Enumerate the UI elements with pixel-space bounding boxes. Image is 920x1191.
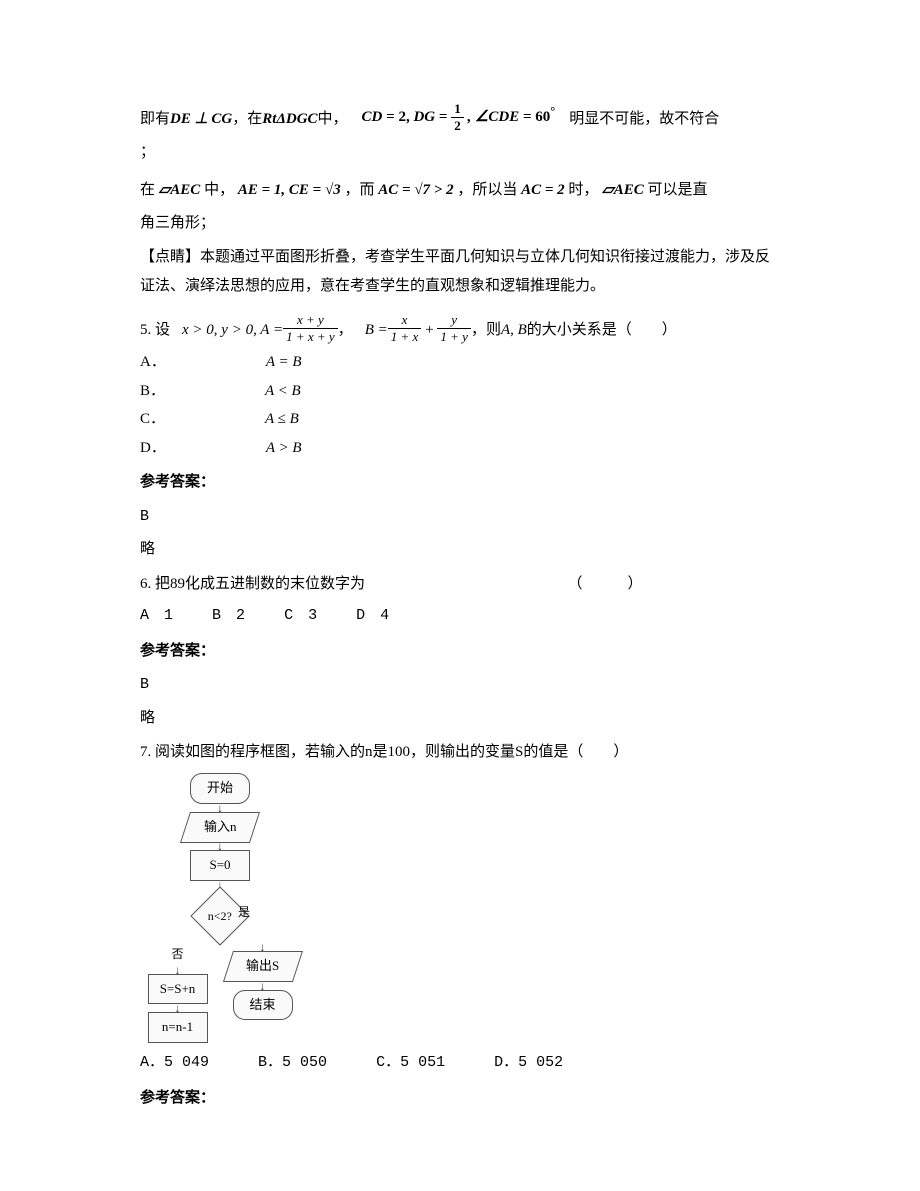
frac-B2: y 1 + y [437,312,471,344]
q5-optB: B．A < B [140,377,401,406]
q6-optD: D 4 [356,607,389,624]
fc-input: 输入n [180,812,260,843]
q5-prefix: 5. 设 [140,316,170,345]
q7-stem: 7. 阅读如图的程序框图，若输入的n是100，则输出的变量S的值是（ ） [140,738,780,767]
q5-optC: C．A ≤ B [140,405,399,434]
root7: √7 [414,182,430,198]
semicolon-line: ； [140,138,780,167]
flowchart: 开始 ↓ 输入n ↓ S=0 ↓ n<2? 是 否 ↓ S=S+n ↓ n=n-… [140,773,300,1043]
q6-options: A 1 B 2 C 3 D 4 [140,602,780,631]
big-equation: CD = 2, DG = 1 2 , ∠CDE = 60° [362,100,556,134]
fc-s-step: S=S+n [148,974,208,1005]
q7-optA: A．5 049 [140,1049,209,1078]
q7-optC: C．5 051 [376,1049,445,1078]
q5-answer: B [140,503,780,532]
q7-optD: D．5 052 [494,1049,563,1078]
eq-de-cg: DE ⊥ CG [170,105,232,134]
eq-ae: AE = 1, [238,182,285,198]
frac-B1: x 1 + x [388,312,422,344]
q6-answer: B [140,671,780,700]
text: 即有 [140,105,170,134]
eq-aec: ▱AEC [159,182,201,198]
q7-optB: B．5 050 [258,1049,327,1078]
eq-ce: CE = [289,182,321,198]
root3: √3 [325,182,341,198]
eq-ac2: AC = 2 [521,182,565,198]
fc-init: S=0 [190,850,250,881]
q6-optA: A 1 [140,607,173,624]
dianjing: 【点睛】本题通过平面图形折叠，考查学生平面几何知识与立体几何知识衔接过渡能力，涉… [140,243,780,300]
fc-start: 开始 [190,773,250,804]
q5-optA: A．A = B [140,348,402,377]
text: 明显不可能，故不符合 [569,105,719,134]
q7-options: A．5 049 B．5 050 C．5 051 D．5 052 [140,1049,780,1078]
para-2b: 角三角形； [140,209,780,238]
fc-n-step: n=n-1 [148,1012,208,1043]
q7-answer-label: 参考答案： [140,1084,780,1113]
q5-options: A．A = B B．A < B C．A ≤ B D．A > B [140,348,780,462]
fc-yes-label: 是 [238,901,250,924]
q6-answer-label: 参考答案： [140,637,780,666]
frac-A: x + y 1 + x + y [283,312,338,344]
eq-ac: AC = [378,182,410,198]
eq-rtdgc: RtΔDGC [262,105,317,134]
q5-note: 略 [140,535,780,564]
q6-note: 略 [140,704,780,733]
q5-optD: D．A > B [140,434,402,463]
text: 中， [318,105,348,134]
q5-cond: x > 0, y > 0, A = [182,316,283,345]
q6-optB: B 2 [212,607,245,624]
q5-AB: A, B [501,316,527,345]
q5-B: B = [365,316,388,345]
text: ，在 [232,105,262,134]
fc-output: 输出S [223,951,303,982]
q5-answer-label: 参考答案： [140,468,780,497]
gt2: > 2 [434,182,454,198]
para-2: 在 ▱AEC 中， AE = 1, CE = √3 ，而 AC = √7 > 2… [140,176,780,205]
eq-aec2: ▱AEC [602,182,644,198]
q6-optC: C 3 [284,607,317,624]
fc-end: 结束 [233,990,293,1021]
para-1: 即有 DE ⊥ CG ，在 RtΔDGC 中， CD = 2, DG = 1 2… [140,100,780,134]
q6-stem: 6. 把89化成五进制数的末位数字为 （ ） [140,570,780,599]
q5-stem: 5. 设 x > 0, y > 0, A = x + y 1 + x + y ，… [140,312,780,344]
